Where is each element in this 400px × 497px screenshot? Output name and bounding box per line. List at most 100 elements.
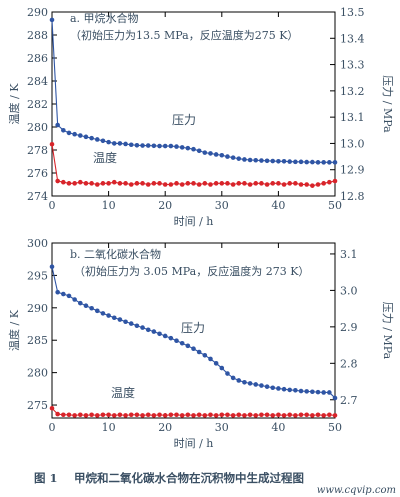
temperature-point (111, 179, 117, 185)
temperature-point (332, 178, 338, 184)
pressure-point (157, 143, 162, 149)
pressure-point (213, 152, 219, 157)
y-right-tick-label: 13.2 (340, 85, 365, 98)
pressure-point (247, 157, 253, 163)
temperature-point (106, 181, 111, 186)
watermark-text: www.cqvip.com (317, 485, 396, 496)
temperature-point (208, 182, 213, 187)
temperature-point (191, 181, 196, 186)
pressure-point (128, 142, 134, 148)
temperature-point (310, 413, 315, 418)
temperature-point (281, 413, 287, 418)
figure-caption-number: 图 1 (34, 471, 58, 485)
temperature-point (134, 181, 140, 186)
temperature-point (230, 182, 236, 187)
y-left-tick-label: 280 (27, 121, 48, 134)
pressure-point (242, 379, 247, 385)
pressure-point (111, 141, 117, 146)
pressure-point (151, 143, 157, 149)
pressure-point (117, 317, 123, 322)
temperature-point (293, 413, 298, 418)
pressure-point (162, 143, 168, 149)
panel-subtitle: （初始压力为13.5 MPa，反应温度为275 K） (70, 28, 298, 42)
y-right-tick-label: 13.3 (340, 59, 365, 72)
y-left-tick-label: 290 (27, 302, 48, 315)
temperature-point (117, 181, 123, 186)
pressure-point (310, 159, 315, 165)
temperature-point (298, 182, 304, 187)
pressure-point (145, 143, 151, 148)
temperature-point (327, 412, 332, 418)
y-right-axis-title: 压力 / MPa (381, 75, 394, 133)
temperature-point (100, 181, 106, 186)
temperature-point (151, 413, 157, 418)
pressure-point (145, 327, 151, 333)
temperature-point (78, 179, 83, 185)
temperature-point (157, 412, 162, 418)
pressure-point (264, 384, 270, 389)
temperature-point (89, 181, 94, 186)
x-tick-label: 50 (328, 421, 342, 434)
temperature-point (100, 412, 106, 418)
temperature-point (321, 413, 326, 418)
pressure-point (259, 158, 264, 163)
temperature-point (174, 181, 179, 186)
pressure-point (134, 142, 140, 148)
temperature-point (117, 412, 123, 418)
pressure-point (123, 319, 128, 325)
pressure-point (100, 311, 106, 316)
pressure-point (100, 138, 106, 144)
pressure-point (327, 390, 332, 395)
pressure-point (332, 160, 338, 165)
temperature-point (94, 182, 100, 187)
pressure-point (230, 155, 236, 160)
pressure-point (66, 130, 72, 136)
y-left-axis-title: 温度 / K (7, 83, 21, 125)
temperature-point (83, 181, 89, 186)
pressure-point (293, 387, 298, 393)
temperature-point (89, 412, 94, 418)
temperature-point (72, 413, 77, 418)
x-tick-label: 20 (158, 199, 172, 212)
pressure-point (287, 387, 293, 393)
temperature-point (78, 412, 83, 418)
x-tick-label: 0 (49, 199, 56, 212)
temperature-point (242, 181, 247, 186)
pressure-point (321, 390, 326, 395)
temperature-point (191, 413, 196, 418)
temperature-point (219, 412, 225, 418)
y-right-axis-title: 压力 / MPa (381, 302, 394, 360)
pressure-point (321, 160, 326, 165)
y-left-axis-title: 温度 / K (7, 309, 21, 351)
temperature-point (236, 181, 242, 186)
temperature-point (259, 181, 264, 186)
temperature-point (196, 182, 202, 187)
pressure-point (72, 131, 77, 137)
panel-b: 0 10 20 30 40 50 275 280 285 290 295 300 2.7 2.8 2.9 3.… (7, 237, 394, 450)
pressure-point (185, 145, 191, 151)
pressure-point (304, 159, 310, 165)
temperature-point (242, 413, 247, 418)
x-tick-label: 50 (328, 199, 342, 212)
pressure-point (185, 343, 191, 349)
pressure-point (225, 371, 230, 376)
temperature-point (66, 412, 72, 418)
temperature-point (145, 412, 151, 418)
x-tick-label: 40 (271, 421, 285, 434)
temperature-point (287, 181, 293, 186)
y-right-tick-label: 13.5 (340, 6, 365, 19)
y-right-tick-label: 2.7 (340, 394, 358, 407)
temperature-point (315, 182, 321, 187)
pressure-point (225, 154, 230, 159)
temperature-point (247, 412, 253, 418)
temperature-point (304, 412, 310, 418)
pressure-point (202, 352, 208, 358)
pressure-point (236, 156, 242, 161)
figure-caption-text: 甲烷和二氧化碳水合物在沉积物中生成过程图 (74, 471, 304, 485)
pressure-point (208, 356, 213, 362)
temperature-point (174, 412, 179, 418)
temperature-point (111, 413, 117, 418)
y-right-tick-label: 12.9 (340, 164, 365, 177)
pressure-point (270, 385, 276, 391)
